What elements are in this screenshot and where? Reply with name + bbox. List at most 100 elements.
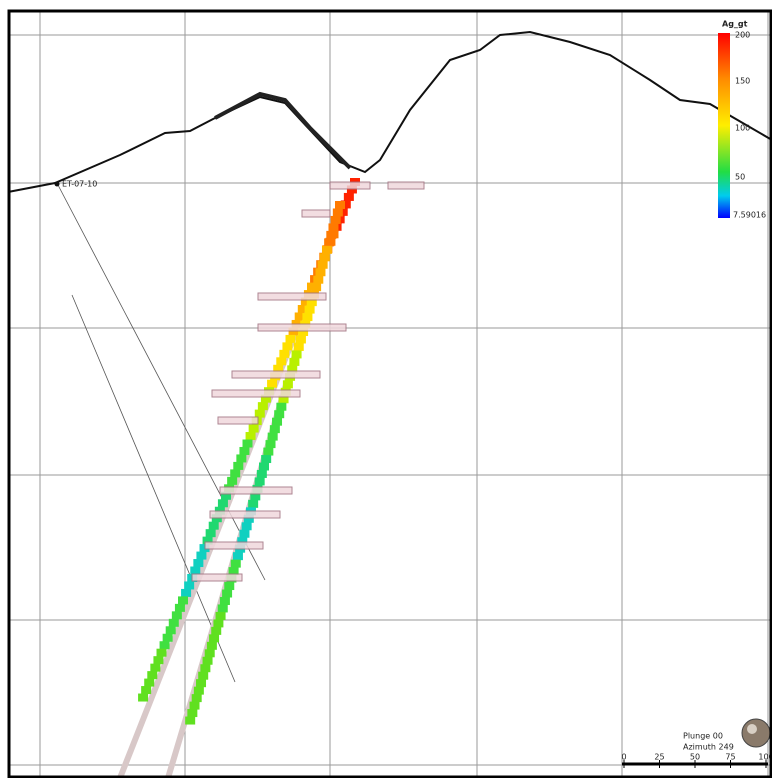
sample — [147, 671, 158, 680]
sample — [138, 693, 149, 702]
sample — [232, 552, 243, 561]
sample — [272, 417, 283, 426]
sample — [328, 223, 339, 232]
sample — [315, 268, 326, 277]
sample — [189, 701, 200, 710]
intercept — [231, 370, 321, 379]
sample — [224, 582, 235, 591]
sample — [282, 380, 293, 389]
sample — [168, 618, 179, 627]
sample — [282, 342, 293, 351]
trace-line — [71, 294, 236, 683]
sample — [174, 603, 185, 612]
sample — [239, 529, 250, 538]
intercept — [301, 209, 331, 218]
sample — [245, 432, 256, 441]
intercept — [217, 416, 259, 425]
sample — [248, 424, 259, 433]
sample — [330, 215, 341, 224]
sample — [248, 499, 259, 508]
sample — [298, 328, 309, 337]
sample — [291, 350, 302, 359]
legend-label: 7.59016 — [733, 211, 766, 220]
sample — [242, 439, 253, 448]
sample — [236, 454, 247, 463]
sample — [294, 312, 305, 321]
sample — [340, 200, 351, 209]
sample — [144, 678, 155, 687]
sample — [204, 649, 215, 658]
sample — [267, 432, 278, 441]
sample — [198, 671, 209, 680]
azimuth: Azimuth 249 — [683, 743, 734, 752]
legend-title: Ag_gt — [722, 20, 748, 29]
sample — [219, 596, 230, 605]
sample — [196, 551, 207, 560]
sample — [300, 297, 311, 306]
sample — [269, 425, 280, 434]
sample — [184, 581, 195, 590]
sample — [206, 641, 217, 650]
sample — [324, 238, 335, 247]
sample — [165, 626, 176, 635]
sample — [243, 514, 254, 523]
sample — [171, 611, 182, 620]
sample — [250, 492, 261, 501]
sample — [227, 476, 238, 485]
scale-label: 50 — [690, 753, 700, 762]
sample — [209, 634, 220, 643]
sample — [215, 611, 226, 620]
sample — [254, 477, 265, 486]
sample — [260, 394, 271, 403]
sample — [257, 402, 268, 411]
sample — [265, 440, 276, 449]
sample — [156, 648, 167, 657]
sample — [211, 626, 222, 635]
sample — [208, 521, 219, 530]
sample — [335, 201, 345, 209]
sample — [267, 379, 278, 388]
sample — [228, 567, 239, 576]
sample — [193, 559, 204, 568]
intercept — [209, 510, 281, 519]
sample — [289, 357, 300, 366]
sample — [311, 283, 322, 292]
frame — [7, 9, 772, 778]
intercept — [191, 573, 243, 582]
legend-label: 50 — [735, 173, 745, 182]
legend-label: 150 — [735, 77, 750, 86]
sample — [185, 716, 196, 725]
orientation-highlight — [747, 724, 757, 734]
sample — [319, 253, 330, 262]
sample — [153, 656, 164, 665]
sample — [317, 260, 328, 269]
intercept — [257, 292, 327, 301]
topography — [7, 30, 772, 193]
hole-label: ET-07-10 — [62, 180, 97, 189]
sample — [191, 694, 202, 703]
sample — [233, 461, 244, 470]
sample — [343, 192, 354, 201]
sample — [263, 447, 274, 456]
sample — [217, 499, 228, 508]
orientation-sphere — [741, 718, 771, 748]
intercept — [219, 486, 293, 495]
legend-colorbar — [718, 33, 730, 218]
sample — [326, 230, 337, 239]
sample — [217, 604, 228, 613]
sample — [193, 686, 204, 695]
sample — [256, 469, 267, 478]
sample — [261, 455, 272, 464]
scale-bar: 0 25 50 75 100 — [621, 753, 772, 768]
sample — [159, 641, 170, 650]
sample — [141, 686, 152, 695]
collar — [54, 181, 60, 187]
sample — [187, 709, 198, 718]
sample — [297, 305, 308, 314]
sample — [293, 342, 304, 351]
intercept — [211, 389, 301, 398]
scale-label: 100 — [758, 753, 772, 762]
sample — [321, 245, 332, 254]
